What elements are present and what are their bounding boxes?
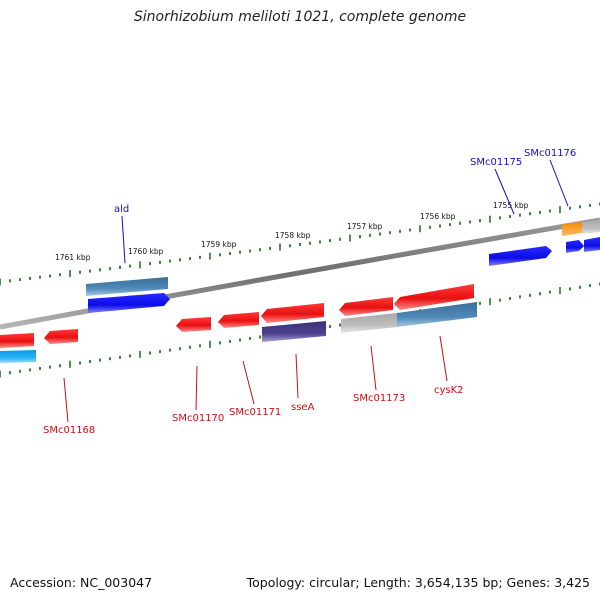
genome-stats-text: Topology: circular; Length: 3,654,135 bp… [246, 575, 590, 590]
gene-label-ssea[interactable]: sseA [291, 402, 315, 413]
gene-label-smc01168[interactable]: SMc01168 [43, 425, 95, 436]
gene-smc01168-left[interactable] [0, 333, 36, 363]
gene-label-smc01170[interactable]: SMc01170 [172, 413, 224, 424]
kbp-label-1761: 1761 kbp [55, 253, 91, 262]
kbp-label-1756: 1756 kbp [420, 212, 456, 221]
kbp-label-1759: 1759 kbp [201, 240, 237, 249]
gene-cysk2[interactable] [394, 284, 477, 327]
gene-smc01168[interactable] [44, 329, 78, 344]
kbp-label-1760: 1760 kbp [128, 247, 164, 256]
outer-leader-lines [121, 159, 569, 264]
accession-text: Accession: NC_003047 [10, 575, 153, 590]
gene-label-smc01176[interactable]: SMc01176 [524, 148, 576, 159]
kbp-label-1757: 1757 kbp [347, 222, 383, 231]
gene-ssea[interactable] [261, 303, 326, 342]
gene-label-cysk2[interactable]: cysK2 [434, 385, 464, 396]
gene-smc01173[interactable] [339, 297, 397, 333]
gene-label-smc01173[interactable]: SMc01173 [353, 393, 405, 404]
gene-smc01175[interactable] [489, 246, 552, 266]
gene-label-ald[interactable]: ald [114, 204, 129, 215]
outer-tick-ring [0, 202, 600, 286]
kbp-label-1758: 1758 kbp [275, 231, 311, 240]
gene-label-smc01175[interactable]: SMc01175 [470, 157, 522, 168]
gene-smc01176[interactable] [562, 220, 600, 253]
gene-smc01170[interactable] [176, 317, 211, 332]
map-title: Sinorhizobium meliloti 1021, complete ge… [133, 9, 467, 25]
inner-leader-lines [63, 335, 448, 423]
gene-ald[interactable] [86, 277, 170, 313]
gene-smc01171[interactable] [218, 312, 259, 328]
genome-backbone [0, 217, 600, 330]
gene-label-smc01171[interactable]: SMc01171 [229, 407, 281, 418]
